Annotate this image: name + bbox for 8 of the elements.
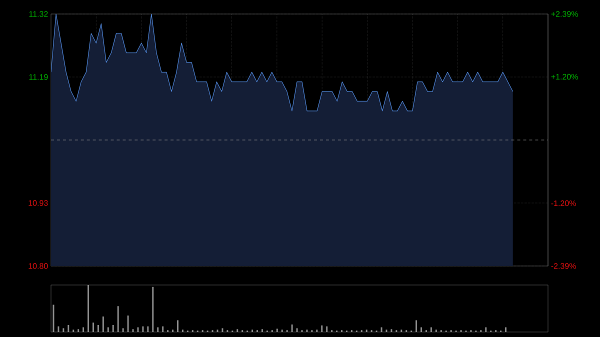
y2-tick-label: -1.20% <box>551 200 576 206</box>
y2-tick-label: -2.39% <box>551 263 576 269</box>
y-tick-label: 11.32 <box>29 11 48 17</box>
y-tick-label: 10.80 <box>28 263 48 269</box>
y-tick-label: 10.93 <box>28 200 48 206</box>
y-tick-label: 11.19 <box>29 74 48 80</box>
y2-tick-label: +2.39% <box>551 11 578 17</box>
y2-tick-label: +1.20% <box>551 74 578 80</box>
